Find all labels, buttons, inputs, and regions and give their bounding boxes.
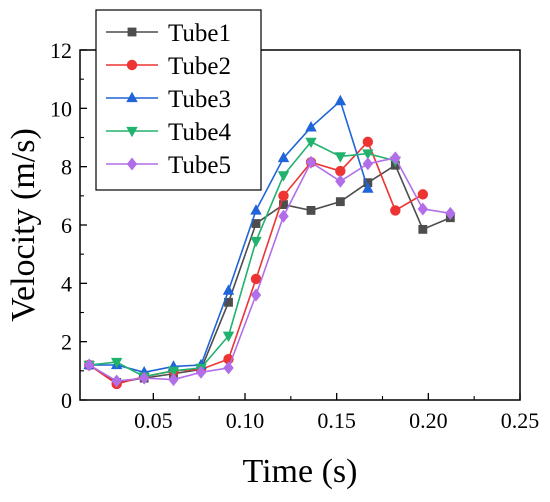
y-tick-label: 4 bbox=[61, 271, 72, 296]
legend-label: Tube1 bbox=[168, 20, 231, 47]
data-point bbox=[167, 366, 180, 378]
data-point bbox=[362, 136, 374, 148]
x-tick-label: 0.25 bbox=[501, 408, 540, 433]
data-point bbox=[362, 157, 374, 171]
data-point bbox=[222, 284, 235, 295]
data-point bbox=[418, 224, 428, 234]
y-tick-label: 2 bbox=[61, 330, 72, 355]
data-point bbox=[138, 371, 150, 385]
y-tick-label: 0 bbox=[61, 388, 72, 413]
legend-label: Tube4 bbox=[168, 119, 231, 146]
legend-item: Tube5 bbox=[106, 152, 231, 179]
data-point bbox=[250, 273, 262, 285]
legend: Tube1 Tube2 Tube3 Tube4 Tube5 bbox=[95, 9, 262, 191]
data-point bbox=[305, 137, 317, 149]
data-point bbox=[250, 236, 262, 248]
data-point bbox=[335, 197, 345, 207]
series-line bbox=[88, 164, 451, 384]
x-axis-title: Time (s) bbox=[243, 453, 358, 490]
data-point bbox=[278, 190, 289, 202]
data-point bbox=[390, 205, 401, 216]
data-point bbox=[195, 365, 207, 379]
data-point bbox=[277, 151, 290, 163]
data-point bbox=[168, 373, 179, 387]
y-tick-label: 12 bbox=[50, 38, 72, 63]
legend-item: Tube4 bbox=[106, 119, 231, 146]
legend-marker bbox=[126, 59, 138, 71]
plot-frame bbox=[79, 49, 521, 401]
data-point bbox=[417, 202, 429, 216]
legend-label: Tube3 bbox=[168, 86, 231, 113]
data-point bbox=[224, 297, 233, 307]
y-tick-label: 8 bbox=[61, 155, 72, 180]
legend-box bbox=[95, 9, 262, 191]
data-point bbox=[110, 357, 123, 369]
data-point bbox=[111, 374, 122, 388]
legend-item: Tube3 bbox=[106, 86, 231, 113]
data-point bbox=[251, 219, 261, 228]
series-tube5 bbox=[83, 151, 456, 388]
tick-layer: 0.05 0.10 0.15 0.20 0.25 0 2 4 6 8 10 12 bbox=[50, 38, 539, 433]
data-point bbox=[417, 189, 429, 200]
legend-marker bbox=[127, 27, 137, 37]
legend-item: Tube2 bbox=[106, 53, 231, 80]
legend-label: Tube2 bbox=[168, 53, 231, 80]
x-tick-label: 0.10 bbox=[226, 408, 265, 433]
data-point bbox=[250, 204, 262, 215]
data-point bbox=[222, 331, 235, 343]
x-tick-label: 0.05 bbox=[134, 408, 173, 433]
y-tick-label: 6 bbox=[61, 213, 72, 238]
data-point bbox=[362, 149, 374, 160]
data-point bbox=[334, 94, 347, 106]
legend-label: Tube5 bbox=[168, 152, 231, 179]
data-point bbox=[306, 205, 316, 215]
data-point bbox=[335, 165, 346, 177]
data-point bbox=[279, 200, 288, 210]
data-point bbox=[223, 361, 234, 375]
y-tick-label: 10 bbox=[50, 96, 72, 121]
x-tick-label: 0.20 bbox=[409, 408, 448, 433]
data-point bbox=[83, 358, 95, 372]
data-point bbox=[250, 288, 262, 302]
data-point bbox=[334, 152, 347, 163]
legend-marker bbox=[126, 91, 138, 103]
x-tick-label: 0.15 bbox=[317, 408, 356, 433]
data-point bbox=[335, 174, 346, 188]
legend-marker bbox=[126, 126, 138, 138]
data-point bbox=[362, 182, 374, 193]
data-point bbox=[445, 206, 456, 220]
legend-item: Tube1 bbox=[106, 20, 231, 47]
y-axis-title: Velocity (m/s) bbox=[5, 128, 42, 322]
data-point bbox=[277, 171, 290, 182]
data-point bbox=[305, 121, 317, 132]
data-point bbox=[278, 209, 289, 223]
series-tube1 bbox=[84, 160, 455, 387]
legend-marker bbox=[126, 157, 138, 171]
data-point bbox=[305, 155, 317, 169]
data-point bbox=[390, 151, 401, 165]
series-line bbox=[88, 157, 451, 382]
series-layer bbox=[83, 94, 456, 390]
